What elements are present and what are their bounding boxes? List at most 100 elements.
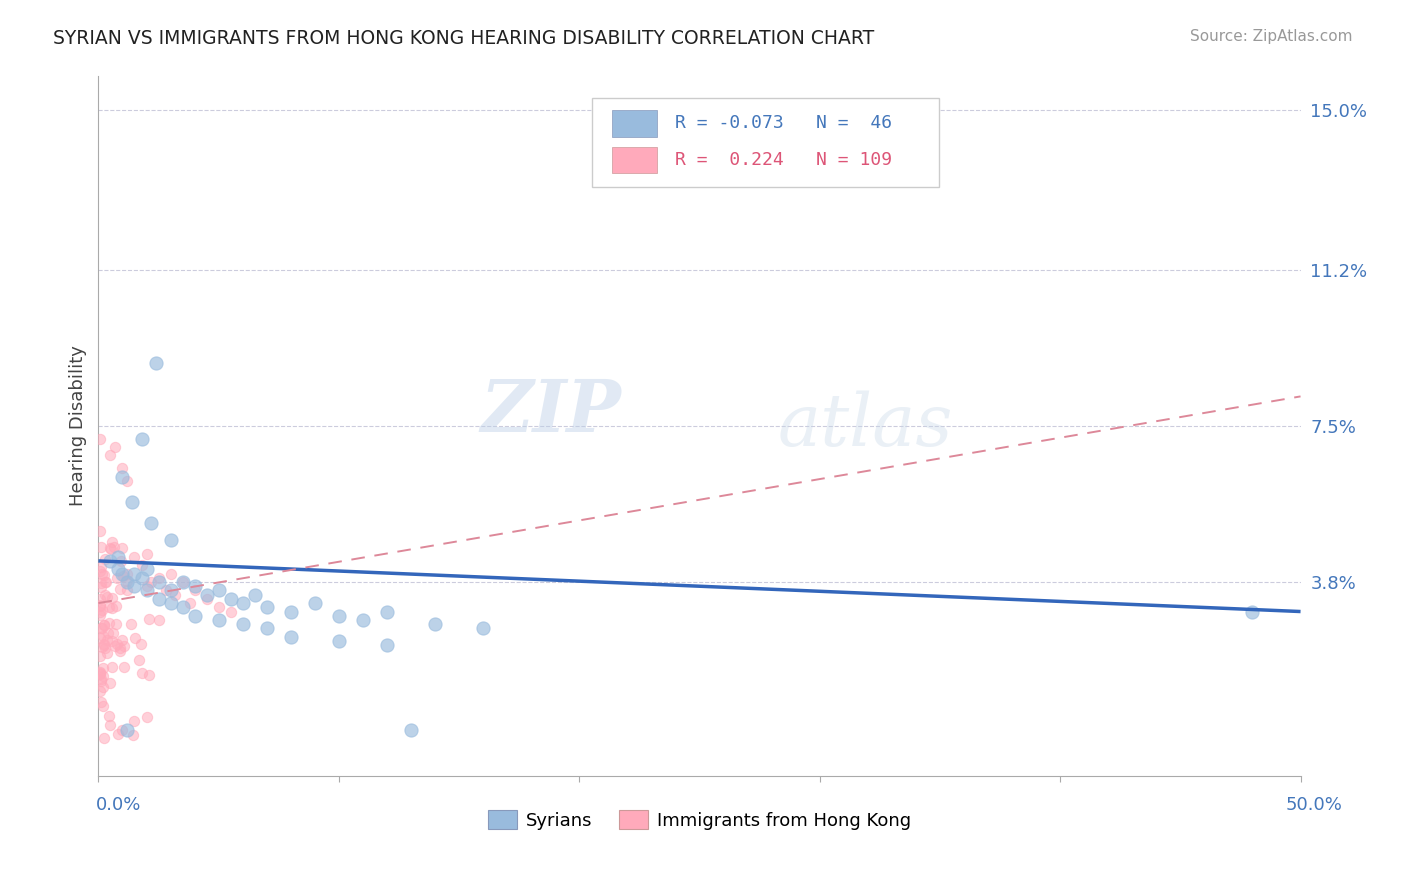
Point [131, 571, 153, 585]
Point [399, 723, 422, 737]
Point [472, 621, 495, 635]
Point [89, 592, 111, 607]
Point [375, 638, 398, 652]
Point [112, 639, 135, 653]
Point [93, 618, 115, 632]
Point [96, 647, 118, 661]
Point [98, 616, 121, 631]
Point [107, 727, 129, 741]
Point [89, 599, 111, 613]
Point [93, 699, 115, 714]
Point [183, 608, 205, 623]
Point [91, 669, 114, 683]
Point [280, 605, 302, 619]
Point [131, 558, 153, 573]
Text: ZIP: ZIP [481, 376, 621, 448]
Point [165, 588, 187, 602]
Point [93, 629, 115, 643]
Point [117, 566, 139, 581]
Point [375, 605, 398, 619]
Point [124, 549, 146, 564]
Point [94, 640, 117, 655]
Point [138, 611, 160, 625]
Point [128, 653, 150, 667]
Point [104, 440, 127, 454]
Point [141, 516, 163, 530]
Point [89, 524, 111, 538]
Point [145, 356, 167, 370]
Point [159, 533, 181, 547]
Point [159, 596, 181, 610]
Point [98, 676, 121, 690]
Point [256, 621, 278, 635]
Point [89, 648, 111, 663]
Point [232, 596, 254, 610]
Point [90, 672, 112, 686]
Point [117, 574, 139, 588]
Point [328, 608, 350, 623]
Point [124, 714, 146, 729]
Point [135, 710, 157, 724]
Point [208, 613, 231, 627]
Point [108, 640, 131, 655]
Point [121, 495, 143, 509]
Point [195, 588, 218, 602]
Point [93, 567, 115, 582]
Point [91, 680, 114, 694]
Text: R =  0.224: R = 0.224 [675, 151, 785, 169]
Point [100, 718, 122, 732]
Point [105, 599, 128, 613]
Point [155, 583, 177, 598]
Point [148, 591, 170, 606]
Point [138, 667, 160, 681]
Point [131, 637, 153, 651]
Text: atlas: atlas [778, 391, 953, 461]
Point [135, 583, 157, 598]
Point [107, 549, 129, 564]
Point [89, 632, 111, 646]
Point [105, 637, 128, 651]
Point [136, 547, 159, 561]
Point [94, 588, 117, 602]
Point [111, 461, 134, 475]
Point [208, 600, 231, 615]
Point [89, 665, 111, 680]
Text: N =  46: N = 46 [815, 114, 893, 132]
Point [90, 640, 112, 655]
Point [112, 659, 135, 673]
Text: 0.0%: 0.0% [96, 797, 141, 814]
Point [100, 541, 122, 556]
Legend: Syrians, Immigrants from Hong Kong: Syrians, Immigrants from Hong Kong [481, 803, 918, 837]
Point [352, 613, 374, 627]
Point [89, 665, 111, 680]
Point [104, 639, 127, 653]
Point [131, 666, 153, 681]
Point [96, 633, 118, 648]
Point [232, 617, 254, 632]
Point [90, 576, 112, 591]
Point [179, 596, 201, 610]
Point [120, 617, 142, 632]
Point [90, 674, 112, 689]
Point [172, 574, 194, 589]
Point [159, 566, 181, 581]
Point [108, 644, 131, 658]
FancyBboxPatch shape [592, 97, 939, 187]
Point [1241, 605, 1264, 619]
Point [172, 574, 194, 589]
Point [90, 621, 112, 635]
Point [111, 723, 134, 737]
Point [111, 633, 134, 648]
Point [111, 569, 134, 583]
Bar [612, 146, 658, 173]
Point [93, 617, 115, 632]
Point [256, 600, 278, 615]
Point [90, 621, 112, 635]
Point [93, 731, 115, 745]
Text: Source: ZipAtlas.com: Source: ZipAtlas.com [1189, 29, 1353, 44]
Point [107, 571, 129, 585]
Point [117, 723, 139, 737]
Point [108, 582, 131, 596]
Point [148, 571, 170, 585]
Point [172, 600, 194, 615]
